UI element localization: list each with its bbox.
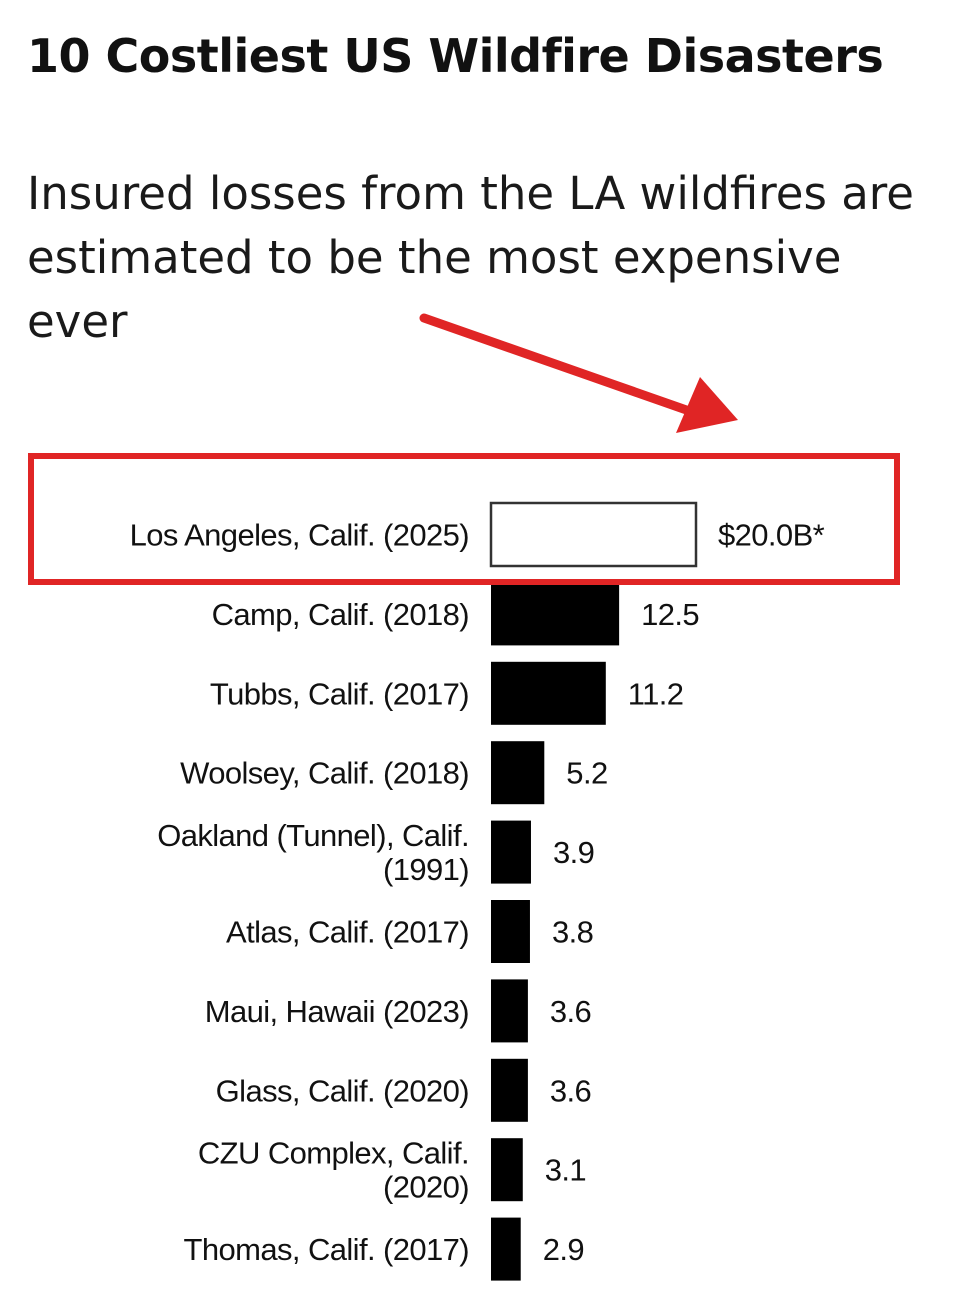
bar-4 [491, 820, 531, 884]
bar-5 [491, 900, 530, 963]
category-label-8: CZU Complex, Calif. (2020) [198, 1136, 469, 1205]
category-label-4: Oakland (Tunnel), Calif. (1991) [157, 818, 469, 887]
bar-8 [491, 1138, 523, 1202]
category-label-0: Los Angeles, Calif. (2025) [130, 518, 469, 553]
value-label-1: 12.5 [641, 597, 699, 632]
category-label-6: Maui, Hawaii (2023) [205, 994, 469, 1029]
category-label-3: Woolsey, Calif. (2018) [180, 756, 469, 791]
chart-subtitle: Insured losses from the LA wildfires are… [27, 167, 914, 348]
value-label-6: 3.6 [550, 994, 591, 1029]
bar-7 [491, 1058, 528, 1122]
bar-6 [491, 979, 528, 1043]
category-label-1: Camp, Calif. (2018) [212, 597, 469, 632]
category-label-2: Tubbs, Calif. (2017) [210, 676, 469, 711]
category-label-7: Glass, Calif. (2020) [216, 1073, 469, 1108]
annotation-group [28, 313, 900, 585]
value-label-9: 2.9 [543, 1232, 584, 1267]
arrow-shaft [419, 313, 700, 418]
value-label-3: 5.2 [566, 756, 607, 791]
bar-0 [489, 501, 698, 568]
category-label-9: Thomas, Calif. (2017) [184, 1232, 469, 1267]
chart-title: 10 Costliest US Wildfire Disasters [27, 29, 884, 83]
arrow-head-icon [676, 377, 738, 433]
value-label-0: $20.0B* [718, 518, 825, 553]
category-label-5: Atlas, Calif. (2017) [226, 915, 469, 950]
highlight-box [28, 453, 900, 585]
value-label-4: 3.9 [553, 835, 594, 870]
value-label-8: 3.1 [545, 1153, 586, 1188]
value-label-7: 3.6 [550, 1073, 591, 1108]
bars-group: Los Angeles, Calif. (2025) $20.0B* Camp, C… [130, 501, 825, 1281]
bar-2 [491, 661, 606, 725]
bar-9 [491, 1217, 521, 1281]
bar-1 [491, 582, 620, 646]
bar-3 [491, 741, 545, 805]
value-label-5: 3.8 [552, 915, 593, 950]
value-label-2: 11.2 [628, 676, 684, 711]
